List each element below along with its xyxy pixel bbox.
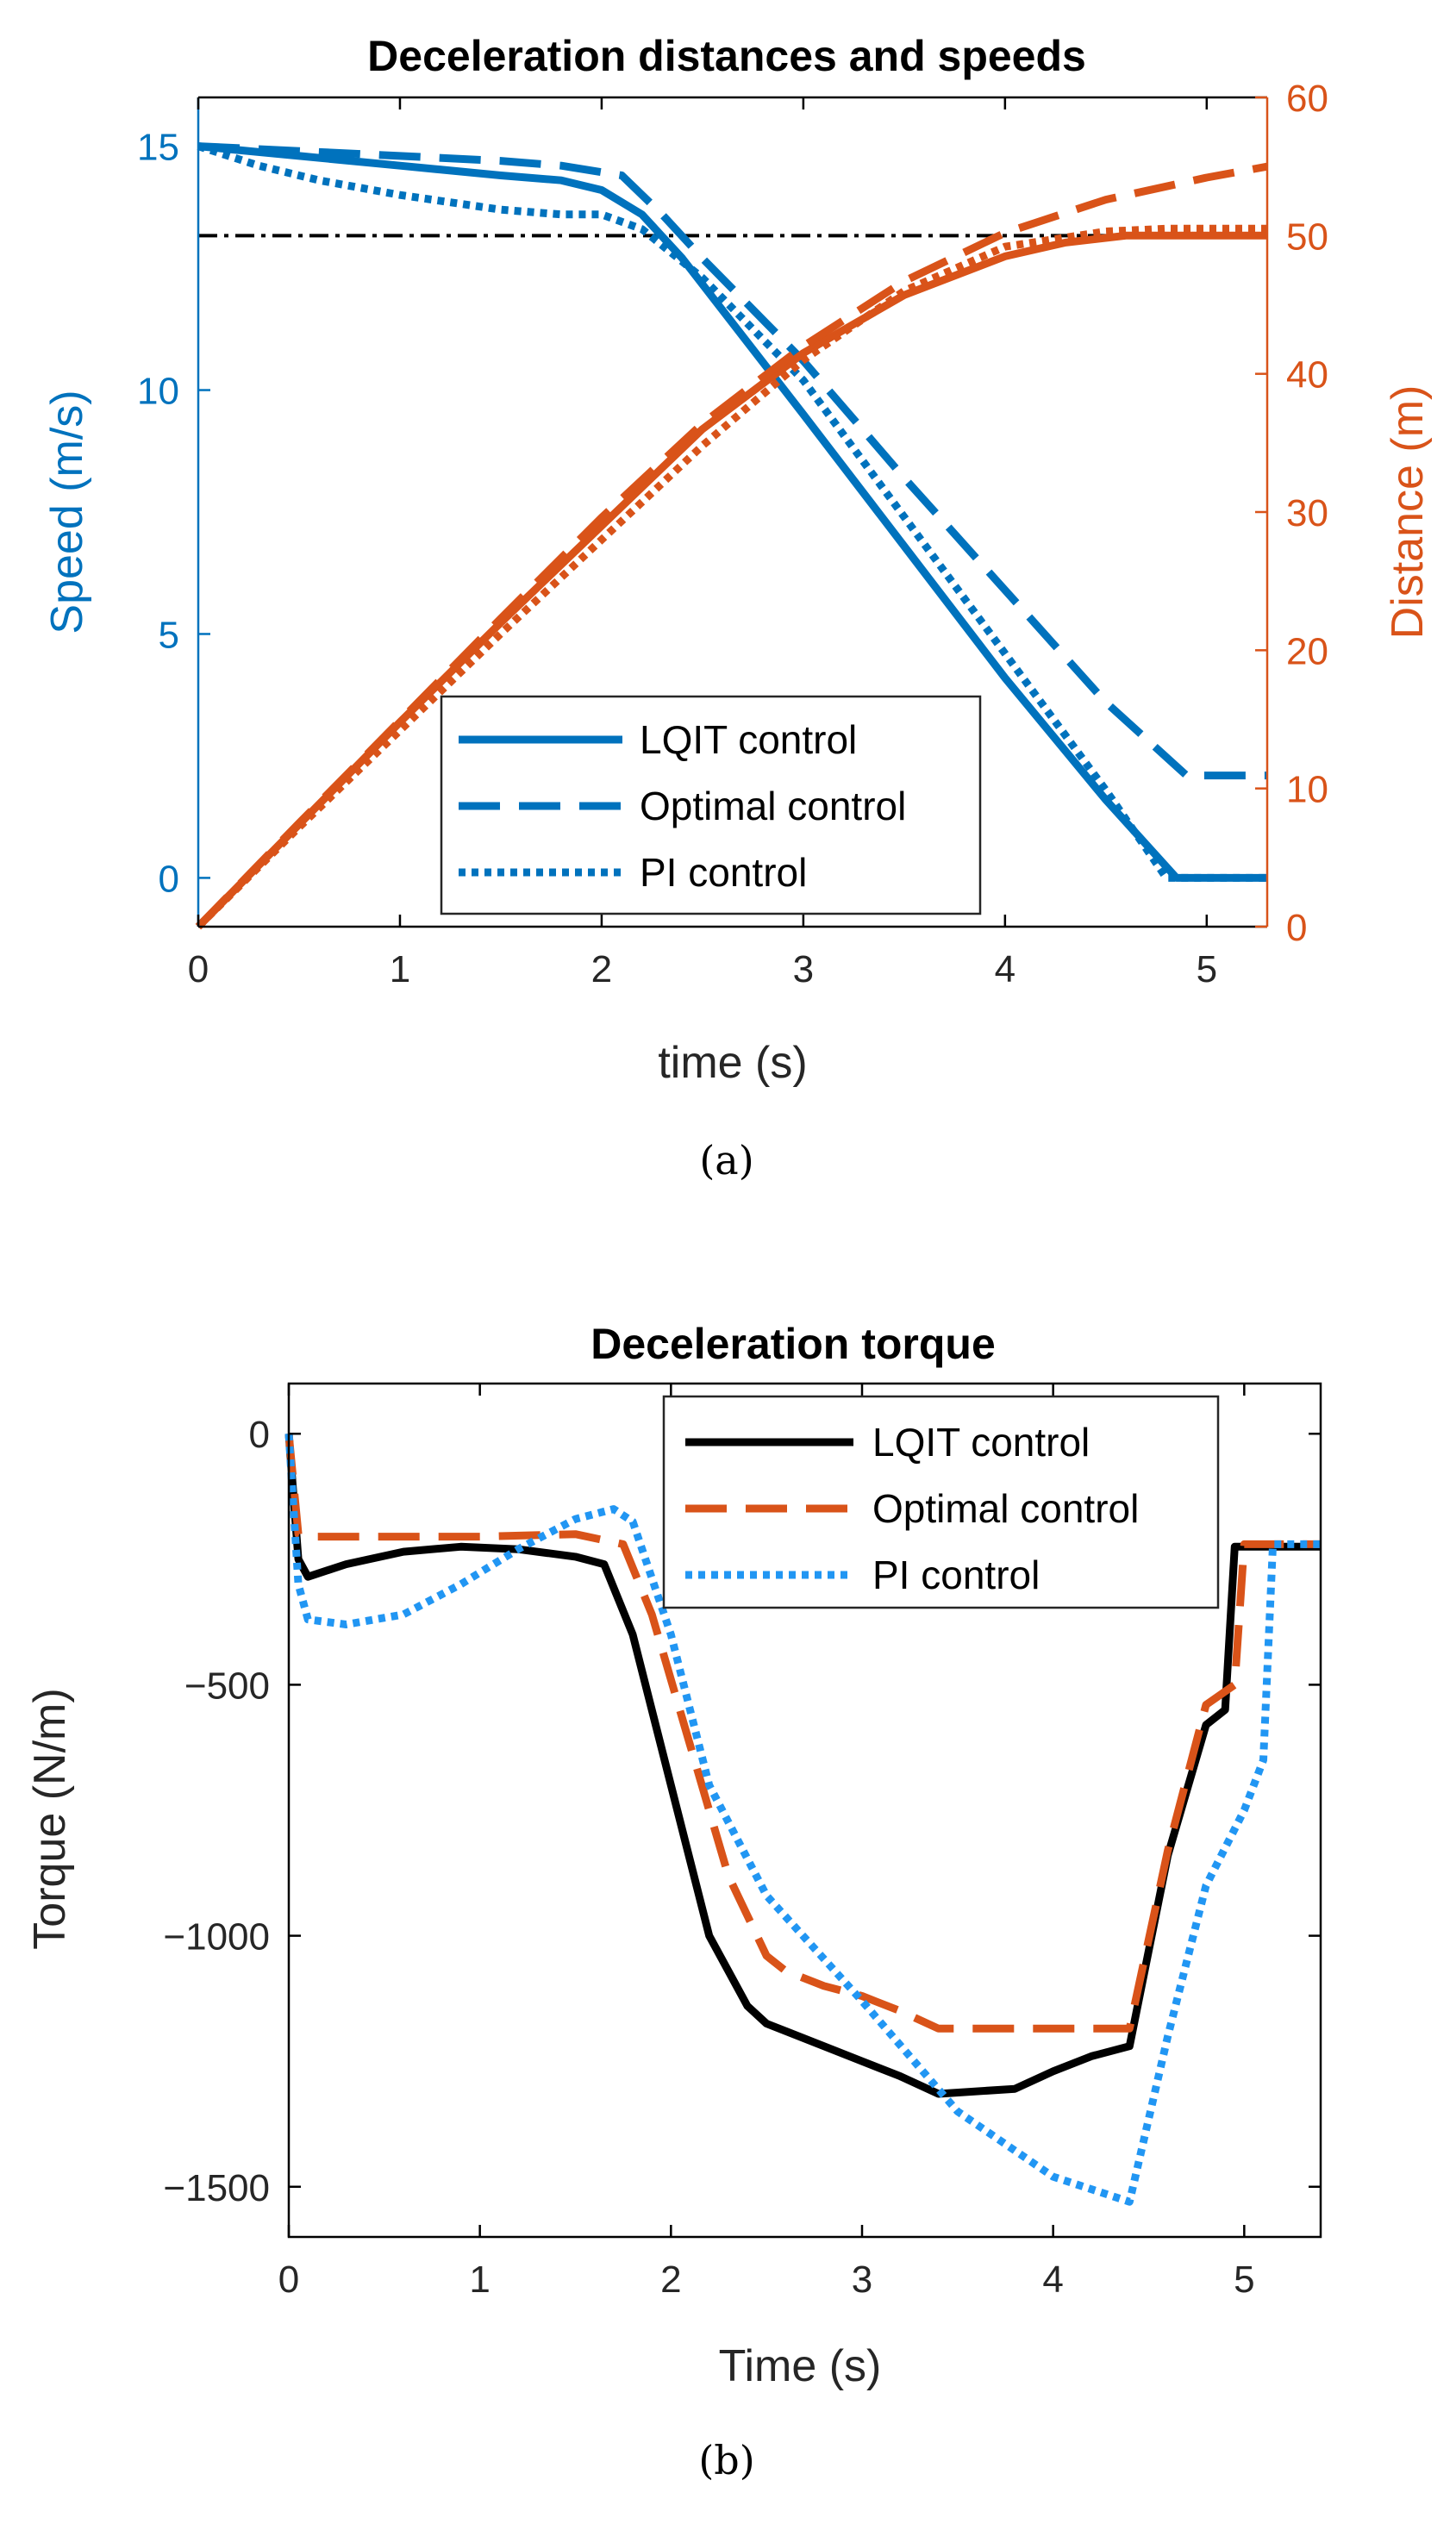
chart-b-series (284, 1433, 1321, 2206)
chart-a-right-label: Distance (m) (1383, 385, 1433, 640)
chart-b-legend-optimal: Optimal control (872, 1486, 1139, 1531)
chart-b-plot-border (287, 1382, 1322, 2239)
chart-a-left-ticks: 0 5 10 15 (137, 127, 210, 900)
chart-a-ltick-label: 0 (159, 858, 179, 900)
chart-b-ytick-label: 0 (249, 1414, 270, 1456)
chart-b-ytick-label: −1000 (163, 1916, 270, 1959)
chart-a-legend-pi: PI control (640, 850, 807, 895)
chart-b-legend: LQIT control Optimal control PI control (662, 1395, 1220, 1609)
chart-b-legend-lqit: LQIT control (872, 1420, 1090, 1465)
chart-a-xtick-label: 1 (390, 948, 410, 990)
chart-a-rtick-label: 60 (1286, 78, 1328, 120)
chart-a-rtick-label: 0 (1286, 907, 1307, 949)
chart-b-legend-pi: PI control (872, 1553, 1040, 1597)
chart-a-legend-lqit: LQIT control (640, 717, 857, 762)
chart-b-y-ticks: 0 −500 −1000 −1500 (163, 1414, 1321, 2209)
chart-b-series-2 (284, 1433, 1321, 2206)
chart-a-rtick-label: 20 (1286, 630, 1328, 672)
chart-a-xtick-label: 3 (793, 948, 814, 990)
chart-a-xtick-label: 2 (591, 948, 612, 990)
chart-a-left-label: Speed (m/s) (42, 390, 92, 634)
chart-a-rtick-label: 30 (1286, 492, 1328, 534)
chart-b-ytick-label: −500 (184, 1665, 270, 1707)
chart-a-right-ticks: 0 10 20 30 40 50 60 (1255, 78, 1328, 949)
chart-a-xtick-label: 0 (188, 948, 209, 990)
chart-a-series-5 (195, 224, 1267, 930)
chart-b-caption: (b) (698, 2437, 754, 2483)
chart-a-caption: (a) (699, 1137, 753, 1184)
chart-b-y-label: Torque (N/m) (25, 1688, 75, 1949)
chart-b-series-1 (284, 1433, 1321, 2033)
chart-b-xtick-label: 2 (660, 2258, 681, 2301)
chart-b-ytick-label: −1500 (163, 2167, 270, 2209)
chart-a-series-2 (197, 142, 1267, 882)
chart-a: Deceleration distances and speeds 0 1 2 3 4 5… (42, 32, 1433, 1184)
chart-a-legend: LQIT control Optimal control PI control (440, 695, 982, 915)
chart-b-x-ticks: 0 1 2 3 4 5 (278, 1384, 1255, 2301)
chart-b-axes (287, 1382, 1322, 2239)
chart-b-x-label: Time (s) (719, 2341, 882, 2391)
chart-b-title: Deceleration torque (591, 1320, 996, 1368)
chart-a-series-4 (195, 162, 1268, 930)
chart-a-rtick-label: 50 (1286, 216, 1328, 258)
chart-a-xtick-label: 5 (1197, 948, 1217, 990)
chart-a-x-ticks: 0 1 2 3 4 5 (188, 97, 1217, 990)
chart-a-series-0 (197, 142, 1267, 882)
chart-a-series (195, 142, 1268, 930)
chart-b-series-0 (284, 1433, 1321, 2098)
chart-a-title: Deceleration distances and speeds (367, 32, 1086, 80)
chart-b-xtick-label: 5 (1234, 2258, 1254, 2301)
chart-a-series-1 (197, 142, 1267, 780)
chart-b-xtick-label: 0 (278, 2258, 299, 2301)
chart-a-legend-optimal: Optimal control (640, 784, 906, 828)
chart-b-xtick-label: 1 (469, 2258, 490, 2301)
chart-a-ltick-label: 15 (137, 127, 179, 169)
chart-a-ltick-label: 10 (137, 371, 179, 413)
chart-a-ltick-label: 5 (159, 614, 179, 656)
chart-b: Deceleration torque 0 1 2 3 4 5 0 −500 −1000 −15… (25, 1320, 1322, 2483)
chart-a-rtick-label: 40 (1286, 354, 1328, 397)
chart-b-xtick-label: 4 (1042, 2258, 1063, 2301)
chart-a-x-label: time (s) (658, 1038, 807, 1088)
chart-a-rtick-label: 10 (1286, 769, 1328, 811)
chart-b-xtick-label: 3 (852, 2258, 872, 2301)
chart-a-xtick-label: 4 (995, 948, 1015, 990)
